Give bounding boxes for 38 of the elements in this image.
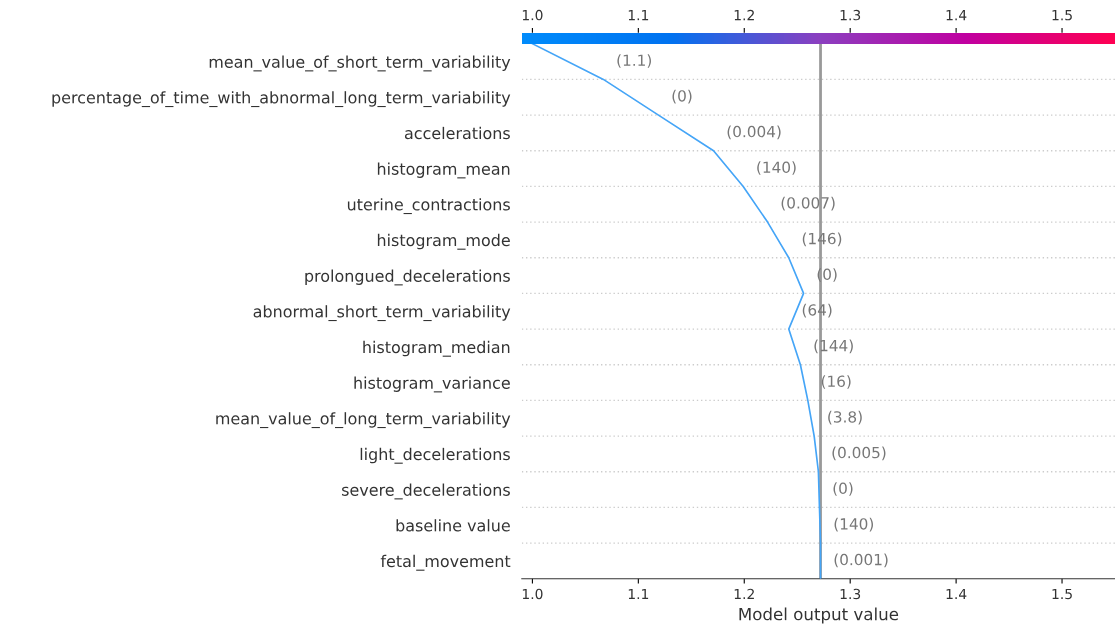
annotation: (0) [672, 89, 692, 104]
color-bar-label: 1.5 [1052, 10, 1072, 21]
annotation: (0) [833, 482, 853, 496]
y-tick-label: histogram_mode [377, 233, 510, 250]
x-tick-label: 1.4 [946, 588, 967, 600]
annotation: (0.004) [727, 125, 781, 140]
y-tick-label: uterine_contractions [347, 198, 510, 215]
x-tick-label: 1.2 [734, 588, 754, 600]
y-tick-label: mean_value_of_short_term_variability [209, 55, 511, 72]
y-tick-label: fetal_movement [380, 554, 511, 571]
y-tick-label: histogram_mean [377, 162, 510, 179]
annotation: (0.005) [832, 446, 886, 461]
y-tick-label: accelerations [404, 126, 510, 140]
x-axis-title: Model output value [739, 607, 899, 624]
color-bar-label: 1.3 [840, 9, 861, 21]
annotation: (16) [821, 375, 851, 389]
annotation: (140) [757, 161, 796, 175]
y-tick-label: severe_decelerations [342, 483, 510, 500]
y-tick-label: mean_value_of_long_term_variability [216, 412, 511, 429]
color-bar-label: 1.2 [734, 9, 754, 21]
x-tick-label: 1.1 [628, 588, 649, 600]
annotation: (0.001) [834, 553, 888, 568]
color-bar-label: 1.1 [628, 10, 649, 21]
x-tick-label: 1.3 [840, 588, 861, 600]
y-tick-label: histogram_variance [354, 376, 510, 393]
x-tick-label: 1.0 [522, 588, 543, 600]
annotation: (140) [834, 517, 874, 532]
annotation: (1.1) [617, 54, 651, 68]
y-tick-label: histogram_median [363, 340, 510, 357]
color-bar-label: 1.0 [522, 9, 543, 21]
y-tick-label: abnormal_short_term_variability [253, 305, 511, 322]
y-tick-label: baseline value [396, 519, 510, 532]
x-tick-label: 1.5 [1052, 588, 1072, 600]
y-tick-label: prolongued_decelerations [305, 269, 510, 286]
y-tick-label: light_decelerations [360, 447, 510, 464]
color-bar-label: 1.4 [946, 10, 967, 21]
annotation: (3.8) [828, 410, 862, 425]
y-tick-label: percentage_of_time_with_abnormal_long_term_variability [52, 91, 511, 108]
